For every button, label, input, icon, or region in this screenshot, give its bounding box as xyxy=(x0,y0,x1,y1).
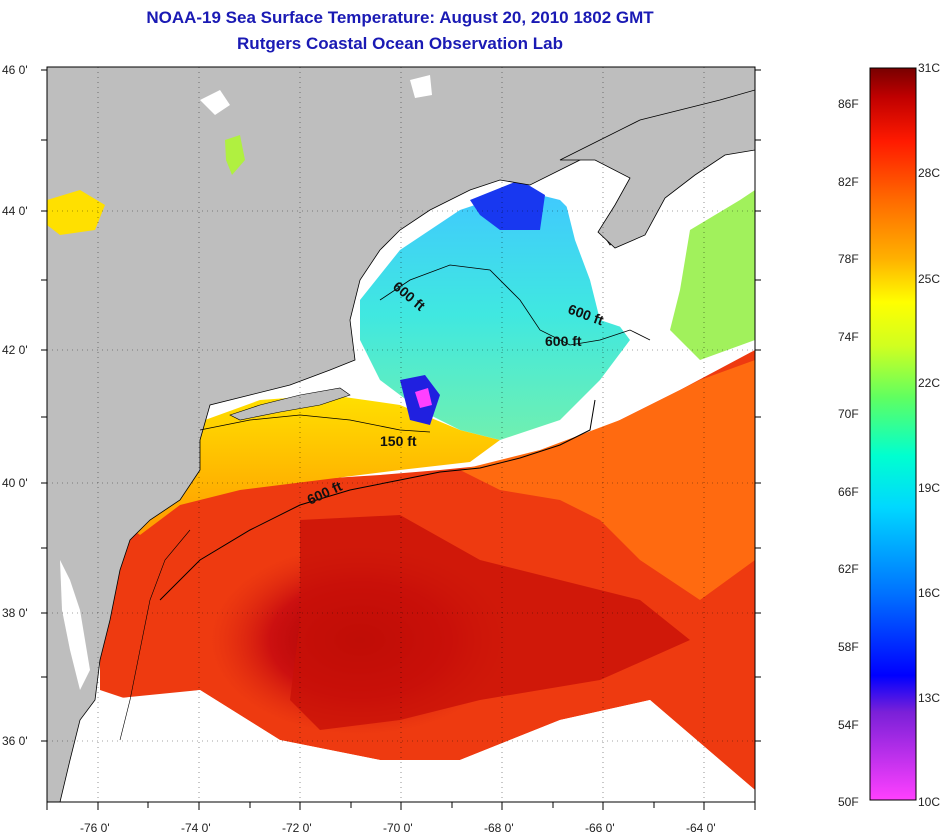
colorbar-fahrenheit-label: 86F xyxy=(838,97,859,111)
gulf-of-maine-water xyxy=(360,190,630,440)
lat-tick-label: 40 0' xyxy=(2,476,28,490)
lon-tick-label: -72 0' xyxy=(282,821,312,835)
colorbar-fahrenheit-label: 54F xyxy=(838,718,859,732)
graticule xyxy=(47,67,755,802)
cloud-south xyxy=(47,690,755,802)
contour-label-4: 150 ft xyxy=(380,433,417,449)
colorbar-celsius-label: 10C xyxy=(918,795,940,809)
map-subtitle: Rutgers Coastal Ocean Observation Lab xyxy=(237,34,563,53)
colorbar-celsius-label: 22C xyxy=(918,376,940,390)
lat-tick-label: 42 0' xyxy=(2,343,28,357)
contour-label-3: 600 ft xyxy=(545,333,582,349)
colorbar-celsius-label: 16C xyxy=(918,586,940,600)
inland-warm-patch xyxy=(47,190,105,235)
lon-tick-label: -70 0' xyxy=(383,821,413,835)
colorbar-gradient xyxy=(869,67,917,801)
land-long-island xyxy=(229,387,351,421)
contour-150ft xyxy=(199,414,431,433)
lon-tick-label: -64 0' xyxy=(686,821,716,835)
colorbar-fahrenheit-label: 74F xyxy=(838,330,859,344)
contour-600ft-gulf xyxy=(379,264,651,346)
lon-tick-label: -74 0' xyxy=(181,821,211,835)
lat-tick-label: 46 0' xyxy=(2,63,28,77)
green-east-shelf xyxy=(670,190,755,360)
colorbar-celsius-label: 31C xyxy=(918,61,940,75)
inland-cloud-2 xyxy=(410,75,432,98)
colorbar-fahrenheit-label: 66F xyxy=(838,485,859,499)
colorbar-fahrenheit-label: 50F xyxy=(838,795,859,809)
lat-tick-marks xyxy=(41,69,761,742)
orange-slope-water xyxy=(460,360,755,600)
lon-tick-label: -66 0' xyxy=(585,821,615,835)
coldest-patch xyxy=(415,388,432,408)
dark-red-gulf-stream xyxy=(290,515,690,730)
cold-upwelling xyxy=(470,180,545,230)
colorbar-fahrenheit-label: 58F xyxy=(838,640,859,654)
inland-cloud-1 xyxy=(200,90,230,115)
colorbar-celsius-label: 25C xyxy=(918,272,940,286)
map-title: NOAA-19 Sea Surface Temperature: August … xyxy=(146,8,654,27)
colorbar-fahrenheit-label: 78F xyxy=(838,252,859,266)
contour-600ft-shelf xyxy=(159,399,596,601)
coastline-trace xyxy=(119,529,191,741)
lon-tick-marks xyxy=(46,802,756,810)
lat-tick-label: 44 0' xyxy=(2,204,28,218)
lat-tick-label: 38 0' xyxy=(2,606,28,620)
colorbar-fahrenheit-label: 82F xyxy=(838,175,859,189)
colorbar-celsius-label: 13C xyxy=(918,691,940,705)
lon-tick-label: -76 0' xyxy=(80,821,110,835)
colorbar-celsius-label: 19C xyxy=(918,481,940,495)
colorbar-fahrenheit-label: 62F xyxy=(838,562,859,576)
lon-tick-label: -68 0' xyxy=(484,821,514,835)
lat-tick-label: 36 0' xyxy=(2,734,28,748)
inland-green-patch xyxy=(225,135,245,175)
chesapeake-bay xyxy=(60,560,90,690)
colorbar-celsius-label: 28C xyxy=(918,166,940,180)
land-nova-scotia xyxy=(559,89,755,249)
colorbar-fahrenheit-label: 70F xyxy=(838,407,859,421)
